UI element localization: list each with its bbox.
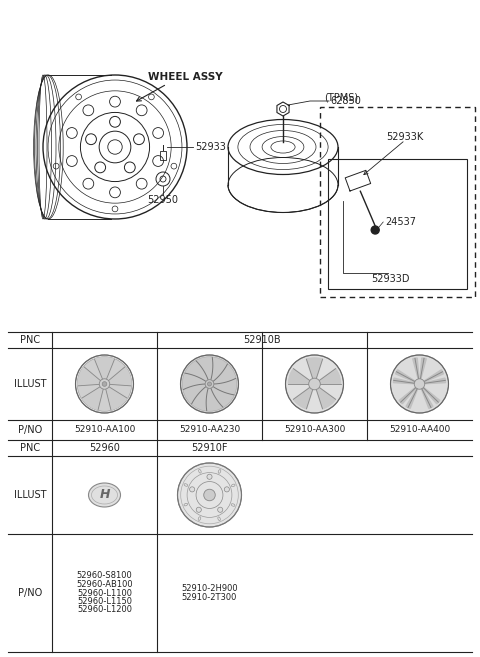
Text: 52910-AA100: 52910-AA100 — [74, 426, 135, 434]
Circle shape — [102, 382, 107, 386]
Polygon shape — [399, 387, 416, 403]
Circle shape — [180, 355, 239, 413]
Text: WHEEL ASSY: WHEEL ASSY — [148, 72, 222, 82]
Circle shape — [207, 382, 212, 386]
Polygon shape — [420, 358, 426, 379]
Circle shape — [414, 379, 425, 389]
Polygon shape — [421, 388, 433, 409]
Text: 52950: 52950 — [147, 195, 179, 205]
Text: 52933K: 52933K — [386, 132, 424, 142]
Polygon shape — [424, 370, 444, 382]
Text: 52960-L1200: 52960-L1200 — [77, 606, 132, 614]
Text: 52910-2H900: 52910-2H900 — [181, 584, 238, 593]
Polygon shape — [319, 369, 341, 384]
Text: 52933D: 52933D — [372, 274, 410, 284]
Text: 52960: 52960 — [89, 443, 120, 453]
Polygon shape — [106, 387, 127, 409]
Polygon shape — [394, 378, 414, 384]
Polygon shape — [288, 369, 310, 384]
Circle shape — [224, 487, 229, 492]
Bar — [160, 151, 166, 160]
Polygon shape — [306, 358, 323, 378]
Text: 52960-L1150: 52960-L1150 — [77, 597, 132, 606]
Circle shape — [204, 489, 215, 501]
Polygon shape — [95, 357, 114, 379]
Polygon shape — [423, 387, 440, 403]
Text: 52910-AA300: 52910-AA300 — [284, 426, 345, 434]
Text: ILLUST: ILLUST — [14, 379, 46, 389]
Text: 52960-AB100: 52960-AB100 — [76, 580, 133, 589]
Circle shape — [371, 226, 379, 234]
Text: (TPMS): (TPMS) — [324, 92, 358, 102]
Polygon shape — [406, 388, 418, 409]
Text: PNC: PNC — [20, 443, 40, 453]
Polygon shape — [293, 388, 312, 409]
Bar — [328, 159, 467, 289]
Text: 52933: 52933 — [195, 142, 226, 152]
Text: 52910B: 52910B — [243, 335, 281, 345]
Polygon shape — [396, 370, 415, 382]
Text: 62850: 62850 — [330, 96, 361, 106]
Text: 24537: 24537 — [385, 217, 416, 227]
Circle shape — [286, 355, 344, 413]
Circle shape — [190, 487, 195, 492]
Circle shape — [217, 507, 223, 512]
Circle shape — [182, 357, 237, 411]
Polygon shape — [413, 358, 419, 379]
Text: ILLUST: ILLUST — [14, 490, 46, 500]
Text: 52960-S8100: 52960-S8100 — [77, 572, 132, 581]
Text: P/NO: P/NO — [18, 588, 42, 598]
Circle shape — [75, 355, 133, 413]
Polygon shape — [82, 387, 103, 409]
Text: 52960-L1100: 52960-L1100 — [77, 589, 132, 597]
Circle shape — [99, 379, 110, 389]
Circle shape — [391, 355, 448, 413]
Text: P/NO: P/NO — [18, 425, 42, 435]
Text: 52910-AA400: 52910-AA400 — [389, 426, 450, 434]
Text: 52910-2T300: 52910-2T300 — [182, 593, 237, 602]
Polygon shape — [316, 388, 336, 409]
Circle shape — [207, 474, 212, 480]
Polygon shape — [108, 367, 131, 386]
Circle shape — [205, 380, 214, 388]
Circle shape — [309, 378, 320, 390]
Ellipse shape — [88, 483, 120, 507]
Circle shape — [178, 463, 241, 527]
Circle shape — [196, 507, 201, 512]
Polygon shape — [78, 367, 100, 386]
Text: PNC: PNC — [20, 335, 40, 345]
Text: 52910-AA230: 52910-AA230 — [179, 426, 240, 434]
Text: H: H — [99, 489, 110, 501]
Text: 52910F: 52910F — [191, 443, 228, 453]
Polygon shape — [425, 378, 445, 384]
Circle shape — [77, 357, 132, 411]
